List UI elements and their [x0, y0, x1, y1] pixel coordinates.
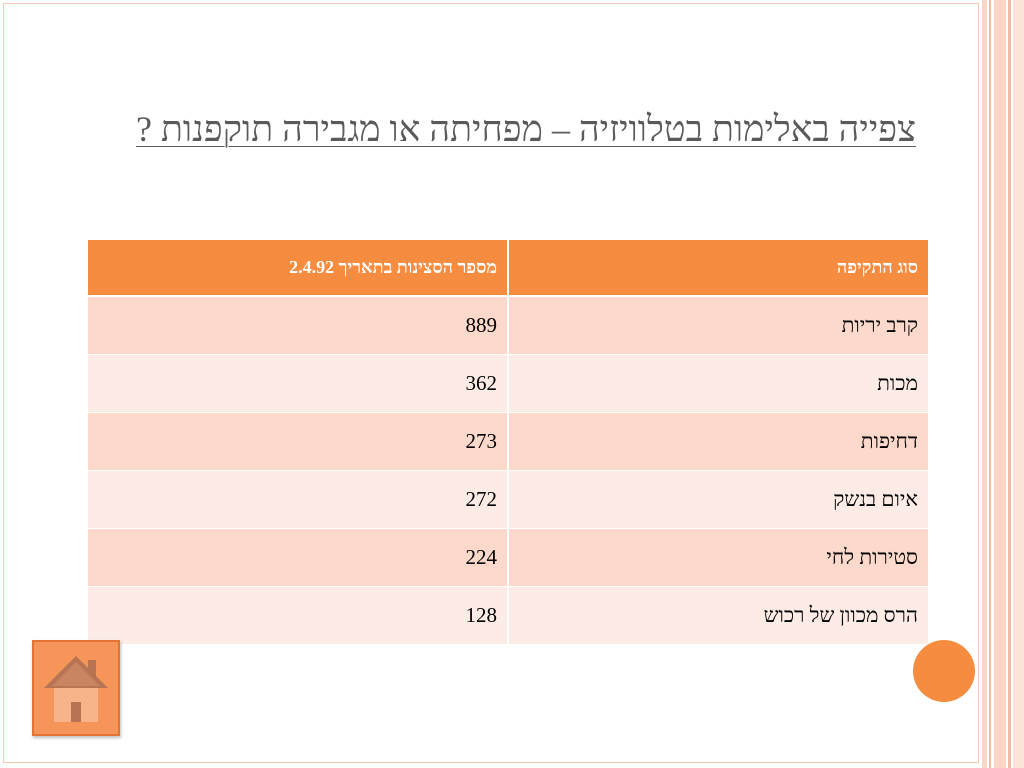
cell-assault-type: מכות: [508, 354, 928, 413]
header-scene-count: מספר הסצינות בתאריך 2.4.92: [88, 240, 509, 297]
decor-stripe: [1008, 0, 1011, 768]
cell-assault-type: קרב יריות: [508, 296, 928, 355]
table-row: סטירות לחי 224: [88, 528, 928, 587]
slide-frame: [3, 3, 979, 763]
decor-circle: [913, 640, 975, 702]
cell-scene-count: 272: [88, 470, 509, 529]
home-button[interactable]: [32, 640, 120, 736]
table-row: מכות 362: [88, 354, 928, 413]
cell-assault-type: איום בנשק: [508, 470, 928, 529]
decor-stripe: [989, 0, 991, 768]
decor-stripe: [1013, 0, 1024, 768]
cell-assault-type: סטירות לחי: [508, 528, 928, 587]
cell-assault-type: הרס מכוון של רכוש: [508, 586, 928, 645]
table-row: הרס מכוון של רכוש 128: [88, 586, 928, 645]
cell-scene-count: 224: [88, 528, 509, 587]
cell-scene-count: 273: [88, 412, 509, 471]
slide-title: צפייה באלימות בטלוויזיה – מפחיתה או מגבי…: [136, 109, 916, 149]
cell-scene-count: 128: [88, 586, 509, 645]
assault-types-table: סוג התקיפה מספר הסצינות בתאריך 2.4.92 קר…: [88, 240, 928, 645]
cell-assault-type: דחיפות: [508, 412, 928, 471]
table-header-row: סוג התקיפה מספר הסצינות בתאריך 2.4.92: [88, 240, 928, 297]
decor-stripe: [994, 0, 1006, 768]
house-icon: [44, 656, 108, 722]
table-row: איום בנשק 272: [88, 470, 928, 529]
cell-scene-count: 889: [88, 296, 509, 355]
decor-stripe: [982, 0, 987, 768]
cell-scene-count: 362: [88, 354, 509, 413]
table-row: דחיפות 273: [88, 412, 928, 471]
table-row: קרב יריות 889: [88, 296, 928, 355]
header-assault-type: סוג התקיפה: [508, 240, 928, 297]
